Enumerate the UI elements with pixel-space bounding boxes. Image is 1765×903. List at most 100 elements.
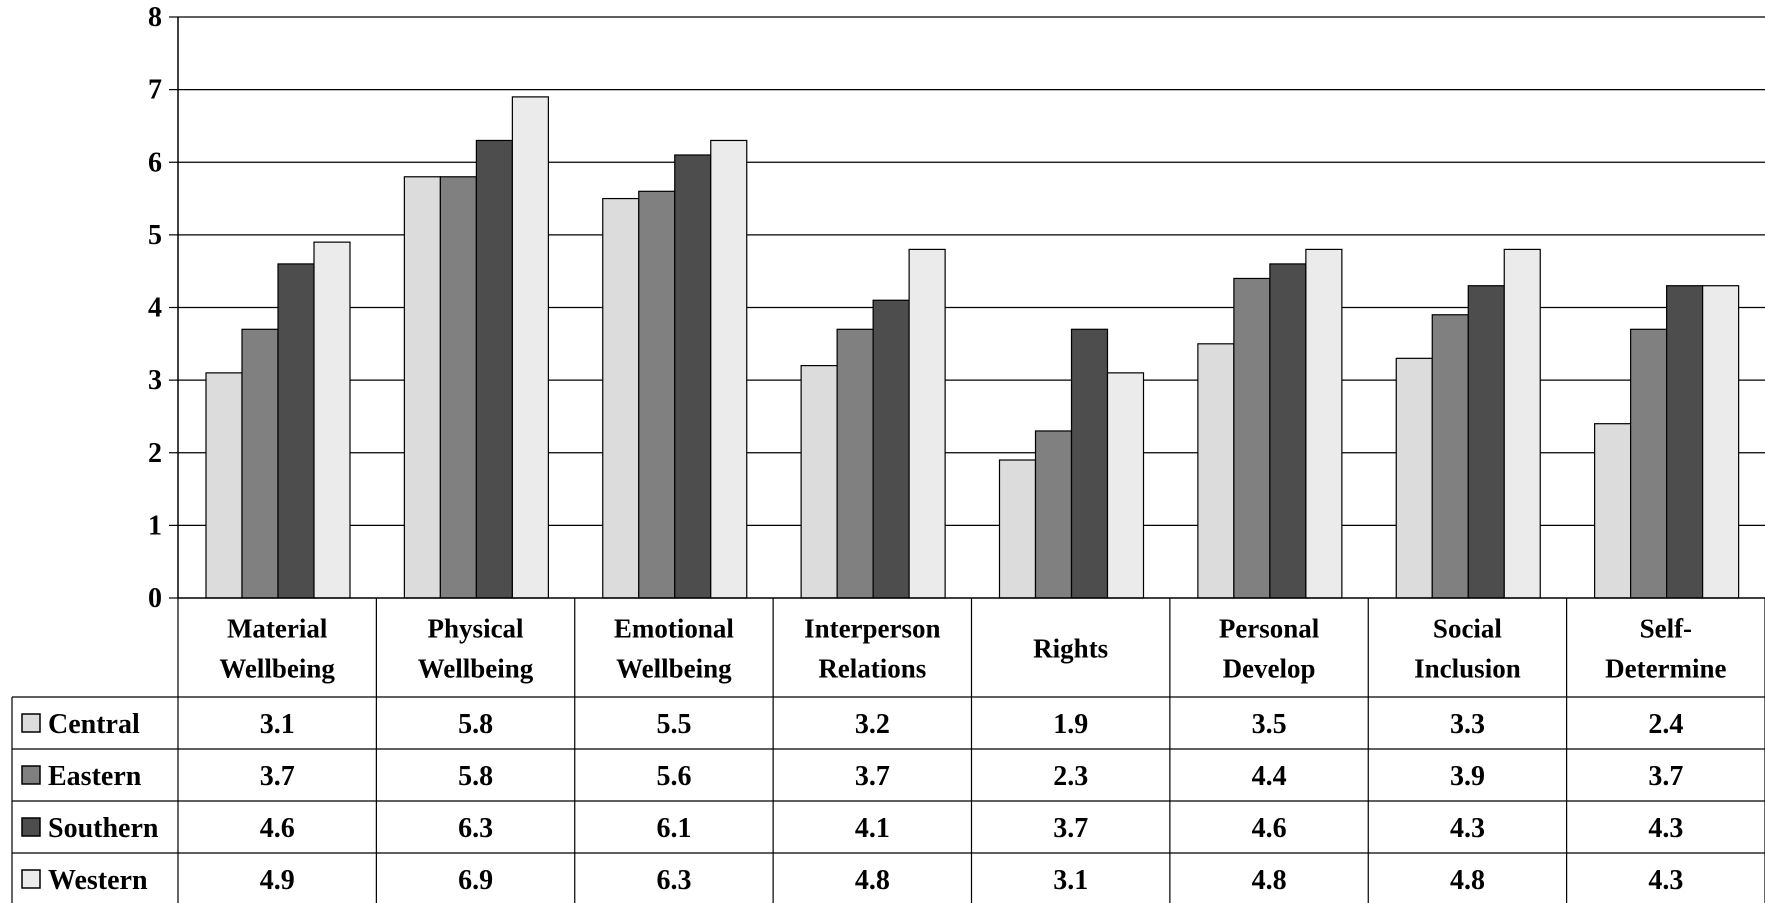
data-label: 5.8 bbox=[458, 709, 493, 740]
legend-label: Southern bbox=[48, 813, 159, 844]
bar-southern-6 bbox=[1467, 285, 1505, 599]
bar-eastern-6 bbox=[1431, 314, 1469, 599]
bar-central-1 bbox=[403, 176, 441, 599]
legend-label: Central bbox=[48, 709, 140, 740]
bar-western-2 bbox=[710, 139, 748, 599]
data-label: 6.1 bbox=[656, 813, 691, 844]
x-tick-label: Personal bbox=[1219, 614, 1320, 644]
bar-central-6 bbox=[1395, 357, 1433, 599]
bar-southern-1 bbox=[475, 139, 513, 599]
y-tick-label: 1 bbox=[148, 510, 162, 541]
bar-southern-7 bbox=[1666, 285, 1704, 599]
y-tick-label: 4 bbox=[148, 293, 162, 324]
y-tick-label: 3 bbox=[148, 365, 162, 396]
x-tick-label: Wellbeing bbox=[418, 654, 534, 684]
data-label: 3.5 bbox=[1252, 709, 1287, 740]
data-label: 4.8 bbox=[1450, 865, 1485, 896]
bar-western-1 bbox=[511, 96, 549, 599]
data-label: 4.6 bbox=[1252, 813, 1287, 844]
y-tick-label: 6 bbox=[148, 147, 162, 178]
x-tick-label: Self- bbox=[1640, 614, 1692, 644]
data-label: 3.7 bbox=[855, 761, 890, 792]
data-label: 4.3 bbox=[1450, 813, 1485, 844]
bar-southern-2 bbox=[674, 154, 712, 599]
y-tick-label: 7 bbox=[148, 75, 162, 106]
data-label: 3.7 bbox=[1053, 813, 1088, 844]
legend-label: Eastern bbox=[48, 761, 142, 792]
data-label: 4.3 bbox=[1648, 813, 1683, 844]
x-tick-label: Social bbox=[1433, 614, 1503, 644]
bar-western-3 bbox=[908, 248, 946, 599]
bar-western-6 bbox=[1503, 248, 1541, 599]
bar-central-7 bbox=[1594, 423, 1632, 599]
data-label: 3.1 bbox=[1053, 865, 1088, 896]
data-label: 4.8 bbox=[1252, 865, 1287, 896]
x-tick-label: Relations bbox=[818, 654, 926, 684]
data-label: 4.9 bbox=[260, 865, 295, 896]
bars bbox=[205, 96, 1740, 599]
bar-western-5 bbox=[1305, 248, 1343, 599]
data-label: 5.6 bbox=[656, 761, 691, 792]
bar-central-5 bbox=[1197, 343, 1235, 599]
y-tick-label: 0 bbox=[148, 583, 162, 614]
data-label: 6.9 bbox=[458, 865, 493, 896]
bar-central-3 bbox=[800, 365, 838, 599]
x-tick-label: Determine bbox=[1605, 654, 1726, 684]
bar-eastern-2 bbox=[638, 190, 676, 599]
bar-eastern-3 bbox=[836, 328, 874, 599]
x-tick-label: Rights bbox=[1033, 634, 1108, 664]
bar-central-0 bbox=[205, 372, 243, 599]
y-tick-label: 2 bbox=[148, 438, 162, 469]
legend-label: Western bbox=[48, 865, 148, 896]
legend-swatch-southern bbox=[21, 817, 41, 837]
data-table: Material Wellbeing Physical Wellbeing Emotio… bbox=[11, 597, 1765, 903]
data-label: 6.3 bbox=[656, 865, 691, 896]
data-label: 4.3 bbox=[1648, 865, 1683, 896]
data-label: 5.5 bbox=[656, 709, 691, 740]
bar-central-2 bbox=[602, 197, 640, 599]
bar-eastern-1 bbox=[439, 176, 477, 599]
bar-eastern-5 bbox=[1233, 277, 1271, 599]
data-label: 5.8 bbox=[458, 761, 493, 792]
bar-southern-5 bbox=[1269, 263, 1307, 599]
bar-eastern-4 bbox=[1034, 430, 1073, 599]
bar-western-4 bbox=[1106, 372, 1145, 599]
data-label: 3.7 bbox=[1648, 761, 1683, 792]
data-label: 2.3 bbox=[1053, 761, 1088, 792]
data-label: 2.4 bbox=[1648, 709, 1683, 740]
bar-southern-0 bbox=[277, 263, 315, 599]
data-label: 3.2 bbox=[855, 709, 890, 740]
data-label: 4.4 bbox=[1252, 761, 1287, 792]
data-label: 4.8 bbox=[855, 865, 890, 896]
bar-southern-3 bbox=[872, 299, 910, 599]
data-label: 3.1 bbox=[260, 709, 295, 740]
x-tick-label: Material bbox=[227, 614, 328, 644]
x-tick-label: Emotional bbox=[614, 614, 735, 644]
data-label: 6.3 bbox=[458, 813, 493, 844]
data-label: 3.9 bbox=[1450, 761, 1485, 792]
bar-eastern-7 bbox=[1630, 328, 1668, 599]
data-label: 1.9 bbox=[1053, 709, 1088, 740]
bar-western-0 bbox=[313, 241, 351, 599]
y-tick-label: 8 bbox=[148, 2, 162, 33]
x-tick-label: Wellbeing bbox=[616, 654, 732, 684]
y-axis: 0 1 2 3 4 5 6 7 8 bbox=[148, 2, 179, 614]
x-tick-label: Wellbeing bbox=[219, 654, 335, 684]
x-tick-label: Develop bbox=[1223, 654, 1316, 684]
bar-western-7 bbox=[1702, 285, 1740, 599]
bar-southern-4 bbox=[1070, 328, 1109, 599]
legend-swatch-western bbox=[21, 869, 41, 889]
bar-central-4 bbox=[998, 459, 1037, 599]
bar-eastern-0 bbox=[241, 328, 279, 599]
data-label: 3.7 bbox=[260, 761, 295, 792]
x-tick-label: Interperson bbox=[804, 614, 941, 644]
y-tick-label: 5 bbox=[148, 220, 162, 251]
data-label: 4.6 bbox=[260, 813, 295, 844]
x-tick-label: Physical bbox=[428, 614, 525, 644]
data-label: 3.3 bbox=[1450, 709, 1485, 740]
legend-swatch-central bbox=[21, 713, 41, 733]
x-tick-label: Inclusion bbox=[1414, 654, 1521, 684]
data-label: 4.1 bbox=[855, 813, 890, 844]
legend-swatch-eastern bbox=[21, 765, 41, 785]
